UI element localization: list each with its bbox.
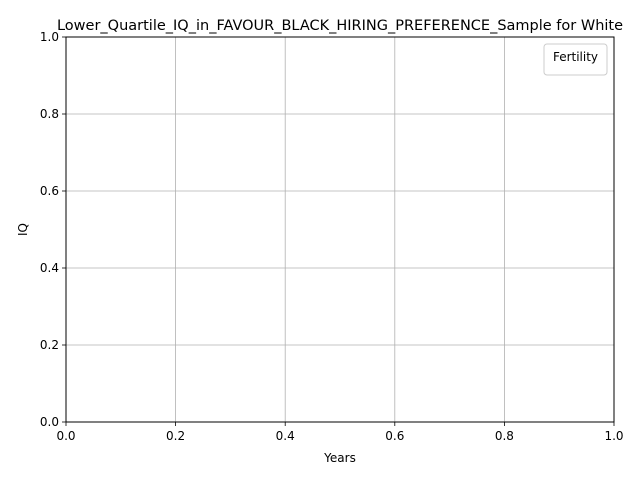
plot-area-frame [65,36,615,423]
legend: Fertility [543,43,608,76]
axis-ticks: 0.0 0.2 0.4 0.6 0.8 1.0 0.0 0.2 0.4 0.6 0.8 1.0 [40,30,624,443]
y-tick-label: 0.4 [40,261,59,275]
x-tick-label: 0.6 [385,429,404,443]
legend-title: Fertility [553,50,598,64]
chart-title: Lower_Quartile_IQ_in_FAVOUR_BLACK_HIRING… [57,18,623,34]
y-tick-label: 0.8 [40,107,59,121]
y-tick-label: 0.6 [40,184,59,198]
legend-box [543,43,608,76]
x-axis-label: Years [323,451,356,465]
grid [65,36,615,423]
y-axis-label: IQ [16,223,30,236]
x-tick-label: 1.0 [604,429,623,443]
y-tick-label: 0.2 [40,338,59,352]
x-tick-label: 0.0 [56,429,75,443]
x-tick-label: 0.8 [495,429,514,443]
y-tick-label: 0.0 [40,415,59,429]
x-tick-label: 0.4 [276,429,295,443]
y-tick-label: 1.0 [40,30,59,44]
x-tick-label: 0.2 [166,429,185,443]
